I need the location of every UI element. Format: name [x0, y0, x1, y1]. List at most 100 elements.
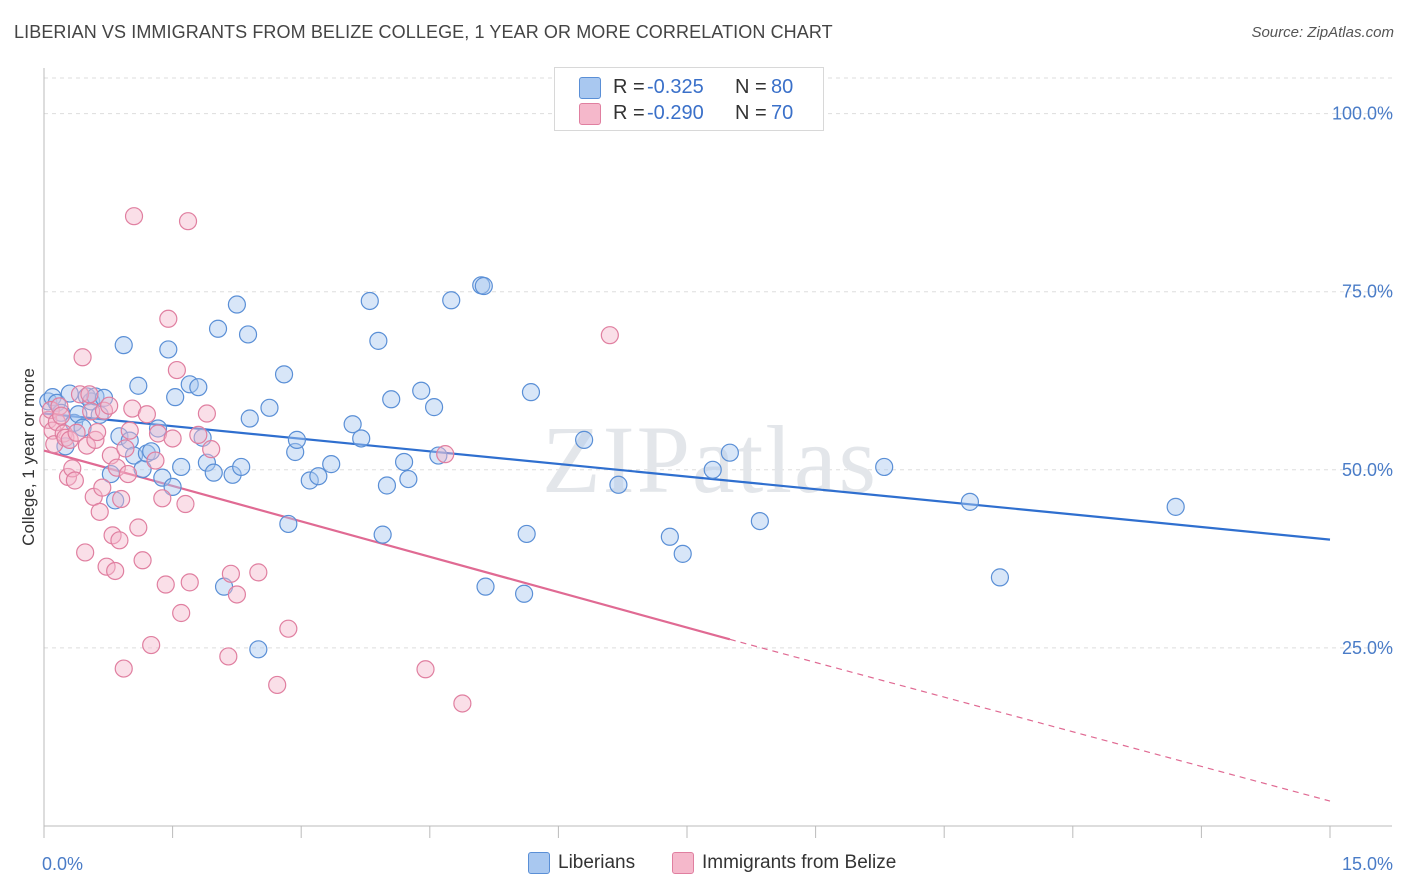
belize-point	[120, 421, 139, 440]
liberians-point	[238, 325, 258, 344]
liberians-point	[300, 471, 319, 490]
liberians-point	[197, 453, 216, 472]
legend-r-value: -0.290	[647, 102, 704, 124]
liberians-point	[60, 384, 79, 403]
liberians-point	[1166, 497, 1185, 516]
liberians-point	[673, 544, 692, 563]
liberians-point	[159, 340, 178, 359]
belize-point	[90, 502, 109, 521]
belize-point	[416, 660, 435, 679]
belize-point	[112, 489, 131, 509]
belize-point	[116, 439, 135, 458]
belize-point	[197, 404, 216, 423]
belize-point	[249, 563, 268, 582]
belize-point	[97, 557, 116, 576]
liberians-point	[260, 398, 279, 417]
belize-point	[268, 675, 287, 695]
liberians-point	[274, 365, 294, 384]
liberians-point	[424, 398, 444, 417]
belize-point	[94, 401, 114, 420]
liberians-point	[153, 468, 172, 487]
liberians-point	[609, 475, 628, 494]
liberians-point	[476, 577, 495, 596]
liberians-point	[399, 469, 418, 489]
liberians-point	[373, 525, 392, 544]
legend-n-value: 80	[771, 76, 794, 98]
belize-point	[93, 478, 112, 497]
belize-point	[436, 445, 455, 464]
x-tick-label: 15.0%	[1342, 854, 1393, 874]
belize-point	[107, 458, 126, 477]
liberians-point	[106, 491, 125, 510]
belize-point	[159, 309, 178, 328]
belize-point	[52, 406, 71, 425]
belize-point	[137, 405, 156, 424]
belize-trend-line	[43, 449, 731, 641]
y-tick-label: 100.0%	[1332, 104, 1393, 124]
y-tick-label: 75.0%	[1342, 282, 1393, 302]
belize-point	[156, 575, 175, 594]
legend-label: Liberians	[558, 852, 636, 873]
liberians-points	[39, 276, 1185, 659]
legend-n-label: N =	[735, 102, 767, 124]
belize-point	[180, 573, 199, 592]
liberians-point	[129, 376, 148, 395]
liberians-point	[750, 512, 769, 531]
liberians-point	[73, 418, 92, 437]
liberians-point	[240, 409, 259, 428]
liberians-point	[249, 640, 268, 659]
liberians-point	[352, 429, 371, 448]
belize-point	[50, 397, 69, 416]
liberians-point	[517, 524, 536, 544]
source-credit: Source: ZipAtlas.com	[1251, 24, 1394, 41]
belize-point	[167, 360, 186, 380]
correlation-legend: R = -0.325 N = 80 R = -0.290 N = 70	[554, 67, 824, 131]
liberians-point	[412, 381, 431, 400]
legend-label: Immigrants from Belize	[702, 852, 897, 873]
liberians-point	[163, 477, 182, 497]
belize-point	[114, 659, 133, 678]
liberians-point	[227, 295, 246, 314]
liberians-point	[166, 388, 185, 407]
belize-point	[60, 430, 79, 449]
belize-point	[202, 440, 221, 459]
belize-point	[600, 326, 619, 345]
belize-point	[148, 424, 168, 443]
y-axis-label: College, 1 year or more	[19, 368, 38, 546]
gridlines	[44, 77, 1392, 649]
liberians-point	[442, 291, 461, 310]
legend-r-label: R =	[613, 76, 645, 98]
belize-point	[178, 212, 198, 231]
y-tick-label: 50.0%	[1342, 460, 1393, 480]
liberians-point	[189, 378, 208, 397]
legend-n-value: 70	[771, 102, 794, 124]
liberians-point	[377, 476, 397, 495]
watermark: ZIPatlas	[542, 406, 878, 513]
liberians-point	[204, 463, 223, 482]
belize-point	[70, 385, 90, 404]
trend-lines	[43, 412, 1331, 802]
liberians-point	[114, 336, 133, 355]
belize-point	[153, 489, 172, 508]
liberians-point	[382, 390, 401, 409]
legend-swatch-pink	[672, 852, 694, 874]
belize-point	[219, 647, 238, 666]
legend-swatch-blue	[528, 852, 550, 874]
belize-point	[453, 694, 472, 713]
liberians-point	[720, 443, 739, 462]
x-tick-label: 0.0%	[42, 854, 83, 874]
y-tick-label: 25.0%	[1342, 638, 1393, 658]
belize-point	[129, 518, 148, 537]
liberians-point	[369, 331, 388, 350]
belize-point	[76, 543, 95, 562]
liberians-point	[309, 467, 328, 486]
liberians-point	[142, 442, 161, 461]
liberians-trend-line	[43, 412, 1331, 541]
belize-point	[227, 585, 246, 604]
liberians-point	[515, 584, 534, 603]
belize-point	[82, 402, 101, 421]
liberians-point	[287, 430, 307, 449]
liberians-point	[703, 460, 722, 479]
legend-swatch-blue	[579, 77, 601, 99]
belize-point	[221, 564, 240, 583]
